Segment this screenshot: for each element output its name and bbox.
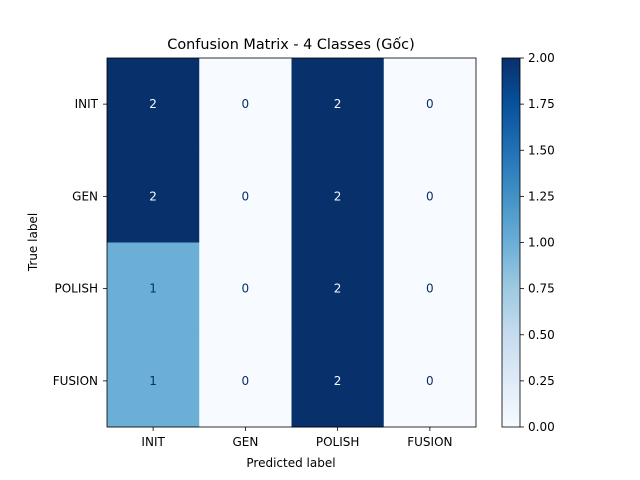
colorbar-tick-label: 0.00: [528, 420, 555, 434]
heatmap-cell: [291, 242, 385, 336]
heatmap-cell: [107, 58, 200, 151]
heatmap-cell: [107, 334, 200, 428]
colorbar: [501, 57, 521, 428]
cell-value-label: 2: [149, 189, 157, 203]
cell-value-label: 0: [426, 282, 434, 296]
cell-value-label: 0: [426, 97, 434, 111]
x-tick-label: GEN: [232, 435, 258, 449]
heatmap-cell: [383, 242, 477, 336]
cell-value-label: 2: [334, 282, 342, 296]
colorbar-tick-label: 1.00: [528, 236, 555, 250]
x-axis-ticks: INIT GEN POLISH FUSION: [141, 427, 453, 449]
colorbar-tick-label: 0.25: [528, 374, 555, 388]
cell-value-label: 1: [149, 374, 157, 388]
y-tick-label: GEN: [72, 189, 98, 203]
heatmap-cell: [107, 242, 200, 336]
y-axis-label: True label: [26, 213, 40, 272]
chart-title: Confusion Matrix - 4 Classes (Gốc): [167, 36, 414, 53]
colorbar-tick-label: 1.75: [528, 97, 555, 111]
cell-value-label: 0: [242, 374, 250, 388]
y-tick-label: INIT: [75, 97, 99, 111]
cell-value-label: 0: [242, 282, 250, 296]
cell-value-label: 2: [334, 374, 342, 388]
heatmap-cell: [107, 150, 200, 243]
heatmap-cell: [199, 334, 292, 428]
cell-value-label: 1: [149, 282, 157, 296]
colorbar-tick-label: 0.75: [528, 282, 555, 296]
y-tick-label: FUSION: [53, 374, 98, 388]
colorbar-tick-label: 2.00: [528, 51, 555, 65]
heatmap-cell: [199, 58, 292, 151]
colorbar-tick-label: 1.50: [528, 143, 555, 157]
cell-value-label: 2: [334, 97, 342, 111]
colorbar-ticks: 0.00 0.25 0.50 0.75 1.00 1.25 1.50 1.75 2.00: [520, 51, 555, 434]
x-axis-label: Predicted label: [246, 456, 335, 470]
y-axis-ticks: INIT GEN POLISH FUSION: [53, 97, 107, 388]
heatmap-cell: [199, 242, 292, 336]
heatmap-cells: 2 0 2 0 2 0 2 0 1 0 2 0 1 0 2 0: [107, 58, 477, 428]
heatmap-cell: [199, 150, 292, 243]
y-tick-label: POLISH: [54, 282, 98, 296]
heatmap-cell: [291, 58, 385, 151]
cell-value-label: 0: [242, 189, 250, 203]
heatmap-cell: [383, 150, 477, 243]
colorbar-tick-label: 0.50: [528, 328, 555, 342]
x-tick-label: POLISH: [316, 435, 360, 449]
cell-value-label: 2: [149, 97, 157, 111]
heatmap-cell: [383, 58, 477, 151]
heatmap-cell: [291, 334, 385, 428]
heatmap-cell: [383, 334, 477, 428]
x-tick-label: INIT: [141, 435, 165, 449]
colorbar-tick-label: 1.25: [528, 189, 555, 203]
x-tick-label: FUSION: [407, 435, 452, 449]
heatmap-cell: [291, 150, 385, 243]
cell-value-label: 0: [242, 97, 250, 111]
cell-value-label: 0: [426, 189, 434, 203]
plot-frame: [106, 57, 477, 428]
cell-value-label: 0: [426, 374, 434, 388]
cell-value-label: 2: [334, 189, 342, 203]
